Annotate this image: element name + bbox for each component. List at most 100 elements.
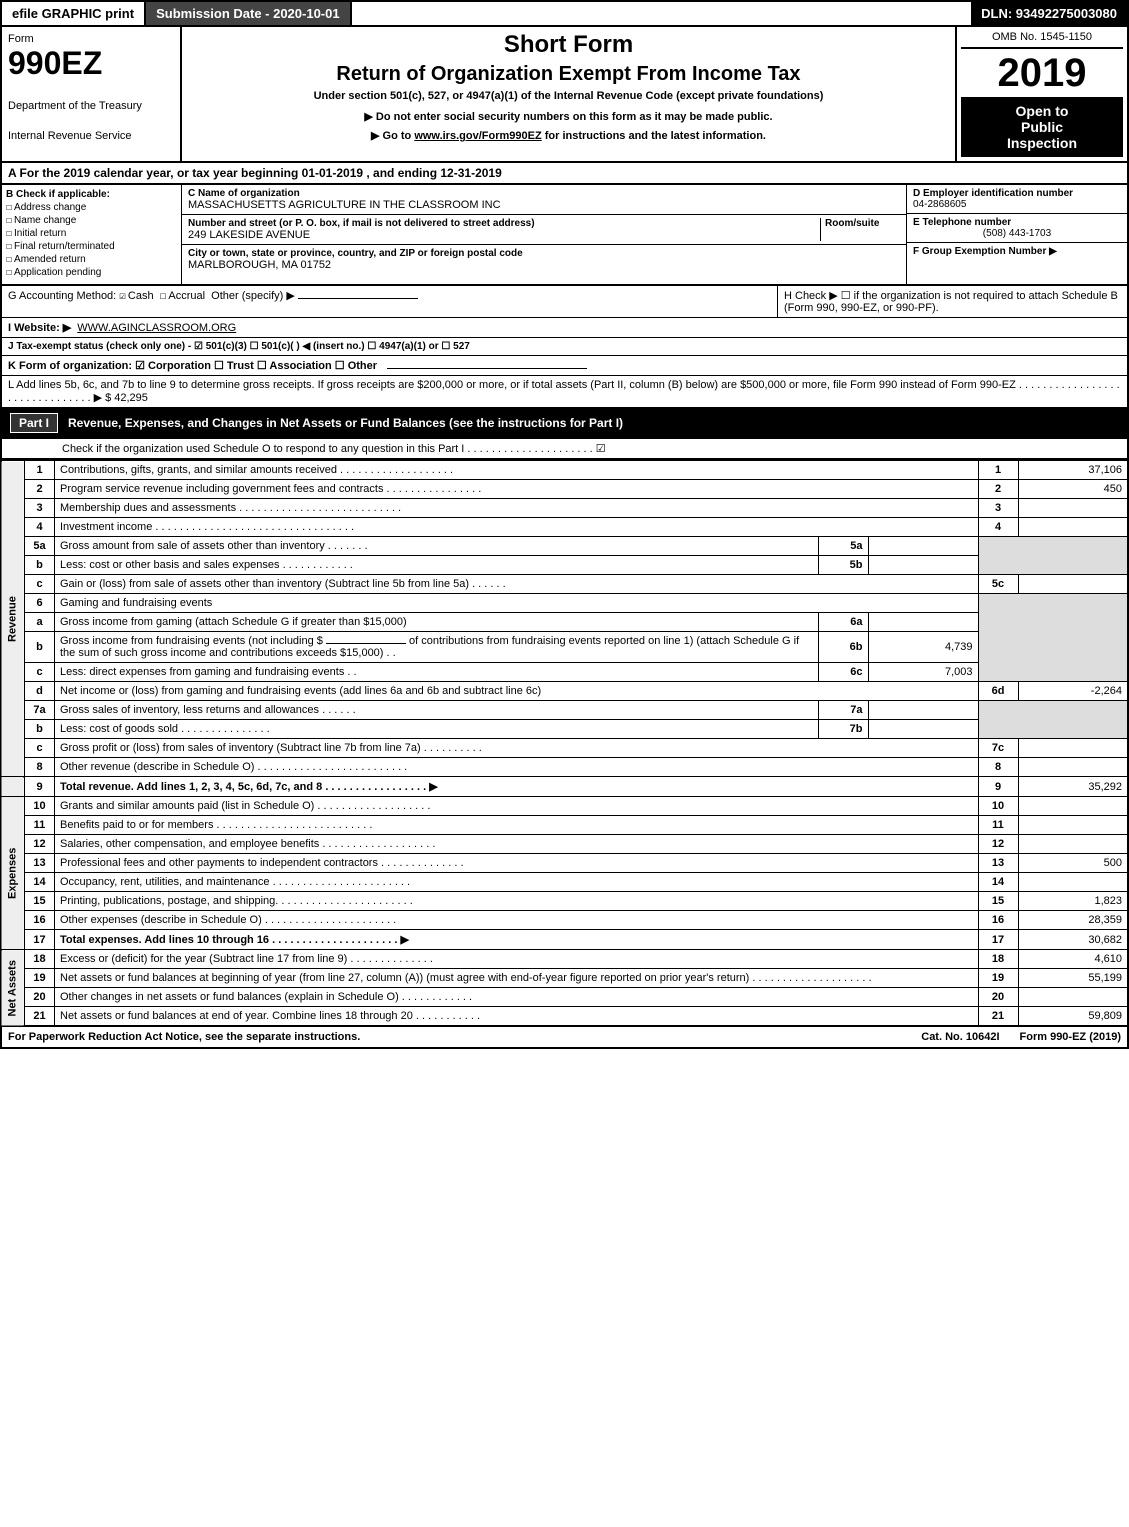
meta-gh: G Accounting Method: Cash Accrual Other … xyxy=(0,286,1129,409)
side-expenses: Expenses xyxy=(1,797,25,950)
section-c: C Name of organization MASSACHUSETTS AGR… xyxy=(182,185,907,284)
phone: (508) 443-1703 xyxy=(913,228,1121,239)
chk-address-change[interactable]: Address change xyxy=(6,202,177,213)
website-link[interactable]: WWW.AGINCLASSROOM.ORG xyxy=(77,322,236,334)
l3-text: Membership dues and assessments . . . . … xyxy=(55,499,979,518)
l7c-amt xyxy=(1018,739,1128,758)
l15-amt: 1,823 xyxy=(1018,892,1128,911)
l5a-num: 5a xyxy=(25,537,55,556)
paperwork-notice: For Paperwork Reduction Act Notice, see … xyxy=(8,1031,901,1043)
l2-num: 2 xyxy=(25,480,55,499)
blank-5 xyxy=(978,537,1128,575)
omb-number: OMB No. 1545-1150 xyxy=(961,31,1123,49)
l4-rnum: 4 xyxy=(978,518,1018,537)
l20-num: 20 xyxy=(25,988,55,1007)
section-h: H Check ▶ ☐ if the organization is not r… xyxy=(777,286,1127,317)
l18-num: 18 xyxy=(25,950,55,969)
section-l: L Add lines 5b, 6c, and 7b to line 9 to … xyxy=(2,376,1127,407)
street-row: Number and street (or P. O. box, if mail… xyxy=(182,215,906,245)
l6a-num: a xyxy=(25,613,55,632)
l7c-num: c xyxy=(25,739,55,758)
accounting-method-label: G Accounting Method: xyxy=(8,290,116,302)
form-footer-label: Form 990-EZ (2019) xyxy=(1020,1031,1121,1043)
l16-amt: 28,359 xyxy=(1018,911,1128,930)
l10-num: 10 xyxy=(25,797,55,816)
l6d-amt: -2,264 xyxy=(1018,682,1128,701)
l14-rnum: 14 xyxy=(978,873,1018,892)
l7a-num: 7a xyxy=(25,701,55,720)
l5c-rnum: 5c xyxy=(978,575,1018,594)
l7a-samt xyxy=(868,701,978,720)
l7b-num: b xyxy=(25,720,55,739)
submission-date-label: Submission Date - 2020-10-01 xyxy=(146,2,352,25)
section-a-tax-year: A For the 2019 calendar year, or tax yea… xyxy=(0,163,1129,185)
section-b-title: B Check if applicable: xyxy=(6,189,177,200)
l5a-samt xyxy=(868,537,978,556)
accounting-other: Other (specify) ▶ xyxy=(211,290,295,302)
l6d-rnum: 6d xyxy=(978,682,1018,701)
l4-amt xyxy=(1018,518,1128,537)
l7a-text: Gross sales of inventory, less returns a… xyxy=(55,701,819,720)
chk-accrual[interactable]: Accrual xyxy=(160,290,205,302)
title-return: Return of Organization Exempt From Incom… xyxy=(190,63,947,86)
chk-name-change[interactable]: Name change xyxy=(6,215,177,226)
l20-amt xyxy=(1018,988,1128,1007)
l12-text: Salaries, other compensation, and employ… xyxy=(55,835,979,854)
side-net-assets: Net Assets xyxy=(1,950,25,1027)
header-left: Form 990EZ Department of the Treasury In… xyxy=(2,27,182,161)
l6b-samt: 4,739 xyxy=(868,632,978,663)
l11-num: 11 xyxy=(25,816,55,835)
org-name: MASSACHUSETTS AGRICULTURE IN THE CLASSRO… xyxy=(188,199,900,211)
l6c-snum: 6c xyxy=(818,663,868,682)
section-b: B Check if applicable: Address change Na… xyxy=(2,185,182,284)
l19-text: Net assets or fund balances at beginning… xyxy=(55,969,979,988)
dept-treasury: Department of the Treasury xyxy=(8,100,174,112)
link-pre: ▶ Go to xyxy=(371,130,414,142)
l19-num: 19 xyxy=(25,969,55,988)
irs-link[interactable]: www.irs.gov/Form990EZ xyxy=(414,130,541,142)
l7b-text: Less: cost of goods sold . . . . . . . .… xyxy=(55,720,819,739)
l20-text: Other changes in net assets or fund bala… xyxy=(55,988,979,1007)
blank-6 xyxy=(978,594,1128,682)
efile-print-button[interactable]: efile GRAPHIC print xyxy=(2,2,146,25)
street-label: Number and street (or P. O. box, if mail… xyxy=(188,218,820,229)
l5a-snum: 5a xyxy=(818,537,868,556)
chk-initial-return[interactable]: Initial return xyxy=(6,228,177,239)
spacer xyxy=(352,2,972,25)
l18-rnum: 18 xyxy=(978,950,1018,969)
l5c-text: Gain or (loss) from sale of assets other… xyxy=(55,575,979,594)
l16-num: 16 xyxy=(25,911,55,930)
l5c-num: c xyxy=(25,575,55,594)
inspect-3: Inspection xyxy=(965,135,1119,151)
org-name-label: C Name of organization xyxy=(188,188,900,199)
section-h-text2: (Form 990, 990-EZ, or 990-PF). xyxy=(784,302,1121,314)
section-i: I Website: ▶ WWW.AGINCLASSROOM.ORG xyxy=(2,318,1127,338)
l17-amt: 30,682 xyxy=(1018,930,1128,950)
chk-application-pending[interactable]: Application pending xyxy=(6,267,177,278)
l7c-rnum: 7c xyxy=(978,739,1018,758)
part-1-header: Part I Revenue, Expenses, and Changes in… xyxy=(0,409,1129,439)
tax-year: 2019 xyxy=(961,53,1123,93)
l8-rnum: 8 xyxy=(978,758,1018,777)
form-label: Form xyxy=(8,33,174,45)
l18-text: Excess or (deficit) for the year (Subtra… xyxy=(55,950,979,969)
phone-label: E Telephone number xyxy=(913,217,1121,228)
link-post: for instructions and the latest informat… xyxy=(545,130,766,142)
l10-rnum: 10 xyxy=(978,797,1018,816)
l6-text: Gaming and fundraising events xyxy=(55,594,979,613)
chk-amended-return[interactable]: Amended return xyxy=(6,254,177,265)
l21-num: 21 xyxy=(25,1007,55,1027)
form-of-org: K Form of organization: ☑ Corporation ☐ … xyxy=(8,359,377,372)
l21-text: Net assets or fund balances at end of ye… xyxy=(55,1007,979,1027)
l10-amt xyxy=(1018,797,1128,816)
section-d: D Employer identification number 04-2868… xyxy=(907,185,1127,214)
chk-cash[interactable]: Cash xyxy=(119,290,153,302)
section-e: E Telephone number (508) 443-1703 xyxy=(907,214,1127,243)
l1-amt: 37,106 xyxy=(1018,461,1128,480)
l15-text: Printing, publications, postage, and shi… xyxy=(55,892,979,911)
blank-7 xyxy=(978,701,1128,739)
l5b-samt xyxy=(868,556,978,575)
section-g: G Accounting Method: Cash Accrual Other … xyxy=(2,286,777,317)
section-f: F Group Exemption Number ▶ xyxy=(907,243,1127,260)
chk-final-return[interactable]: Final return/terminated xyxy=(6,241,177,252)
